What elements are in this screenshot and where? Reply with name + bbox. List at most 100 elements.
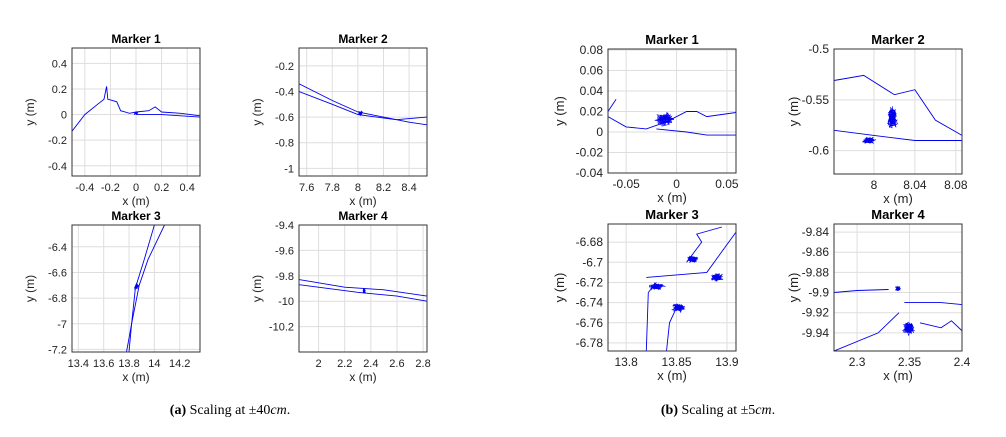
trajectory-line-2 bbox=[136, 114, 200, 118]
trajectory-line-1 bbox=[834, 74, 962, 136]
y-tick-label: -7 bbox=[57, 319, 67, 331]
y-tick-label: -6.78 bbox=[576, 336, 604, 350]
x-tick-label: 7.8 bbox=[325, 182, 340, 194]
axes-frame bbox=[71, 224, 201, 353]
caption-unit: cm bbox=[755, 403, 772, 418]
caption-text: Scaling at ±5 bbox=[681, 403, 756, 418]
trajectory-line-1 bbox=[72, 86, 200, 132]
x-tick-label: 8 bbox=[355, 182, 361, 194]
axes-frame bbox=[833, 223, 963, 352]
subplot-title: Marker 4 bbox=[871, 207, 925, 222]
trajectory-line-3 bbox=[904, 302, 962, 306]
x-axis-label: x (m) bbox=[349, 194, 376, 208]
y-tick-label: -6.6 bbox=[48, 267, 67, 279]
x-tick-label: 14 bbox=[148, 358, 160, 370]
x-tick-label: 0 bbox=[673, 177, 680, 191]
y-tick-label: 0.06 bbox=[580, 64, 604, 78]
y-tick-label: -6.68 bbox=[576, 235, 604, 249]
subplot-b-1: -0.05 0 0.05 -0.04 -0.02 0 0.02 0.04 0.06 0.08 Mar… bbox=[552, 32, 739, 205]
x-tick-label: 2.4 bbox=[363, 358, 378, 370]
subplot-b-4: 2.3 2.35 2.4 -9.94 -9.92 -9.9 -9.88 -9.86 -9.84 M… bbox=[786, 207, 971, 383]
y-tick-label: -0.55 bbox=[802, 93, 830, 107]
trajectory-cluster-2 bbox=[902, 321, 915, 337]
subplot-a-3: 13.4 13.6 13.8 14 14.2 -7.2 -7 -6.8 -6.6 -6.4 Mark… bbox=[23, 209, 201, 384]
trajectory-line-2 bbox=[834, 312, 900, 351]
subplot-title: Marker 2 bbox=[871, 32, 924, 47]
trajectory-line-2 bbox=[666, 307, 677, 351]
x-tick-label: 0 bbox=[133, 182, 139, 194]
y-tick-label: -0.04 bbox=[576, 166, 604, 180]
x-tick-label: -0.2 bbox=[101, 182, 120, 194]
y-tick-label: -0.4 bbox=[275, 87, 294, 99]
x-tick-label: 8.04 bbox=[903, 178, 927, 192]
caption-unit: cm bbox=[270, 403, 287, 418]
y-tick-label: -6.76 bbox=[576, 316, 604, 330]
y-axis-label: y (m) bbox=[786, 273, 801, 303]
y-tick-label: -6.8 bbox=[48, 293, 67, 305]
trajectory-cluster-1 bbox=[362, 287, 366, 294]
plot-area bbox=[608, 49, 736, 173]
x-axis-label: x (m) bbox=[122, 370, 149, 384]
trajectory-line-3 bbox=[656, 128, 736, 136]
caption-a: (a) Scaling at ±40cm. bbox=[170, 403, 290, 419]
trajectory-line-2 bbox=[608, 111, 736, 130]
trajectory-line-4 bbox=[686, 226, 723, 263]
axes-frame bbox=[833, 48, 963, 175]
trajectory-cluster-2 bbox=[671, 303, 685, 314]
trajectory-cluster-1 bbox=[654, 111, 675, 127]
subplot-title: Marker 3 bbox=[111, 209, 161, 223]
y-tick-label: -1 bbox=[284, 163, 294, 175]
trajectory-cluster-1 bbox=[358, 110, 364, 117]
x-tick-label: 13.9 bbox=[715, 355, 739, 369]
x-tick-label: 0.2 bbox=[154, 182, 169, 194]
x-tick-label: 2.3 bbox=[849, 355, 866, 369]
trajectory-cluster-1 bbox=[886, 106, 899, 129]
caption-text: Scaling at ±40 bbox=[189, 403, 271, 418]
y-tick-label: -0.6 bbox=[808, 144, 829, 158]
caption-end: . bbox=[286, 403, 291, 418]
y-tick-label: -9.88 bbox=[802, 265, 830, 279]
y-tick-label: -0.2 bbox=[275, 61, 294, 73]
trajectory-line-2 bbox=[834, 129, 962, 141]
y-axis-label: y (m) bbox=[552, 96, 567, 126]
axes-frame bbox=[607, 223, 737, 352]
y-tick-label: 0.02 bbox=[580, 105, 604, 119]
x-tick-label: 8.08 bbox=[944, 178, 968, 192]
subplot-title: Marker 4 bbox=[338, 209, 388, 223]
y-tick-label: -9.86 bbox=[802, 245, 830, 259]
x-tick-label: 2.4 bbox=[954, 355, 971, 369]
x-tick-label: 13.6 bbox=[93, 358, 114, 370]
y-tick-label: -0.6 bbox=[275, 112, 294, 124]
y-tick-label: -0.02 bbox=[576, 146, 604, 160]
trajectory-cluster-2 bbox=[862, 136, 877, 144]
x-tick-label: -0.05 bbox=[612, 177, 640, 191]
y-tick-label: -9.94 bbox=[802, 326, 830, 340]
subplot-a-2: 7.6 7.8 8 8.2 8.4 -1 -0.8 -0.6 -0.4 -0.2 Marker 2 x… bbox=[250, 32, 428, 208]
y-tick-label: -9.9 bbox=[808, 286, 829, 300]
y-tick-label: 0 bbox=[596, 125, 603, 139]
y-tick-label: -10 bbox=[278, 296, 294, 308]
subplot-title: Marker 1 bbox=[645, 32, 698, 47]
y-tick-label: -6.74 bbox=[576, 296, 604, 310]
x-tick-label: 2 bbox=[316, 358, 322, 370]
subplot-title: Marker 2 bbox=[338, 32, 388, 46]
trajectory-cluster-1 bbox=[894, 285, 902, 292]
subplot-title: Marker 3 bbox=[645, 207, 698, 222]
x-tick-label: 13.8 bbox=[118, 358, 139, 370]
y-tick-label: -0.2 bbox=[48, 135, 67, 147]
y-axis-label: y (m) bbox=[250, 98, 264, 125]
subplot-a-1: -0.4 -0.2 0 0.2 0.4 -0.4 -0.2 0 0.2 0.4 Marker 1 x … bbox=[23, 32, 201, 208]
axes-frame bbox=[71, 47, 201, 177]
subplot-b-2: 8 8.04 8.08 -0.6 -0.55 -0.5 Marker 2 x (m) y (m) bbox=[786, 32, 968, 206]
x-axis-label: x (m) bbox=[349, 370, 376, 384]
y-axis-label: y (m) bbox=[23, 275, 37, 302]
plot-area bbox=[608, 224, 736, 351]
trajectory-cluster-4 bbox=[711, 272, 724, 282]
y-tick-label: -7.2 bbox=[48, 344, 67, 356]
x-tick-label: 13.8 bbox=[614, 355, 638, 369]
y-tick-label: 0.4 bbox=[52, 58, 67, 70]
trajectory-cluster-1 bbox=[133, 111, 139, 115]
y-tick-label: -9.4 bbox=[275, 220, 294, 232]
caption-b: (b) Scaling at ±5cm. bbox=[661, 403, 775, 419]
x-tick-label: 0.05 bbox=[715, 177, 739, 191]
